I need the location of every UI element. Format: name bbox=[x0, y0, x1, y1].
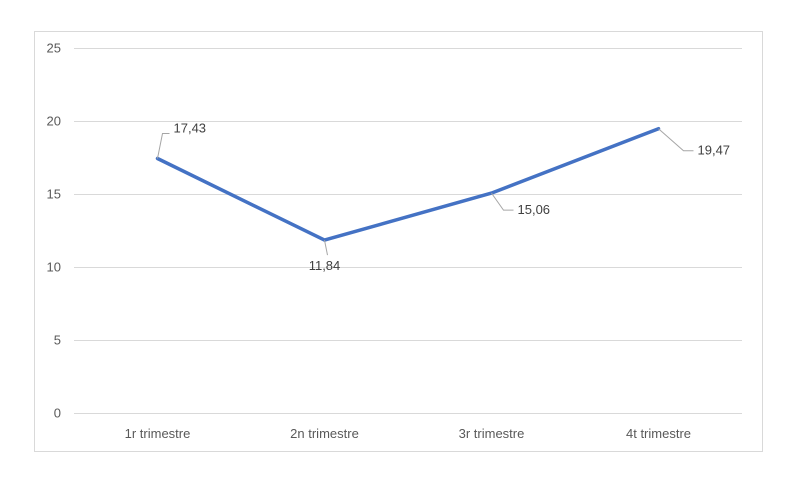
x-tick-label: 1r trimestre bbox=[125, 426, 191, 441]
data-label: 15,06 bbox=[518, 202, 551, 217]
series-line bbox=[155, 126, 661, 242]
x-axis-tick-labels: 1r trimestre 2n trimestre 3r trimestre 4t t… bbox=[125, 426, 691, 441]
leader-line bbox=[157, 133, 170, 159]
data-label: 17,43 bbox=[174, 121, 207, 136]
leader-line bbox=[491, 192, 514, 211]
x-tick-label: 3r trimestre bbox=[459, 426, 525, 441]
gridlines bbox=[74, 48, 742, 414]
y-axis-tick-labels: 0 5 10 15 20 25 bbox=[47, 41, 61, 421]
x-tick-label: 4t trimestre bbox=[626, 426, 691, 441]
y-tick-label: 0 bbox=[54, 406, 61, 421]
data-label: 11,84 bbox=[309, 258, 341, 273]
y-tick-label: 10 bbox=[47, 260, 61, 275]
leader-line bbox=[324, 240, 328, 256]
y-tick-label: 25 bbox=[47, 41, 61, 56]
leader-line bbox=[658, 128, 694, 152]
data-label-leader-lines bbox=[157, 128, 694, 256]
y-tick-label: 20 bbox=[47, 114, 61, 129]
x-tick-label: 2n trimestre bbox=[290, 426, 359, 441]
y-tick-label: 5 bbox=[54, 333, 61, 348]
series-lines bbox=[155, 126, 661, 242]
data-labels: 17,43 11,84 15,06 19,47 bbox=[174, 121, 731, 274]
chart-frame bbox=[34, 31, 763, 452]
y-tick-label: 15 bbox=[47, 187, 61, 202]
data-label: 19,47 bbox=[698, 143, 731, 158]
